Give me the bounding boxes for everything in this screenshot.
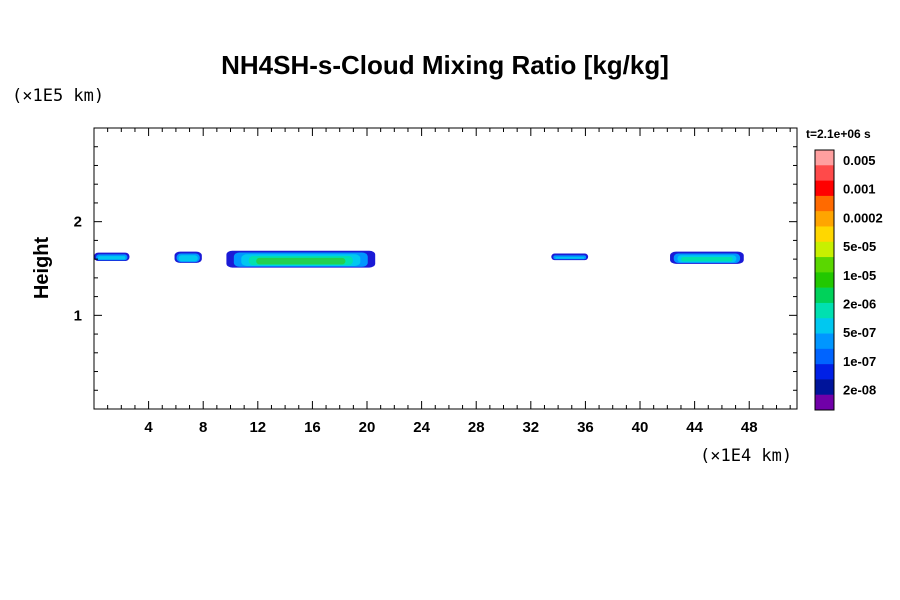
colorbar-segment [815, 318, 834, 334]
x-tick-labels: 4 8 12 16 20 24 28 32 36 40 44 48 [144, 419, 757, 436]
y-unit-label: (×1E5 km) [12, 86, 104, 106]
colorbar: 0.005 0.001 0.0002 5e-05 1e-05 2e-06 5e-07 1e-0… [814, 149, 883, 411]
colorbar-segment [815, 257, 834, 273]
cloud-layer [551, 253, 589, 261]
colorbar-segment [815, 333, 834, 350]
x-tick-label: 12 [249, 419, 266, 436]
axis-ticks [94, 128, 797, 409]
colorbar-label: 0.005 [843, 153, 876, 168]
cloud-contour [98, 256, 126, 260]
cloud-layer [174, 251, 202, 263]
colorbar-segment [815, 364, 834, 380]
cloud-layer [670, 251, 744, 264]
colorbar-label: 1e-05 [843, 268, 876, 283]
colorbar-segment [815, 379, 834, 396]
x-tick-label: 16 [304, 419, 321, 436]
colorbar-segment [815, 272, 834, 288]
x-tick-label: 48 [741, 419, 758, 436]
colorbar-time-label: t=2.1e+06 s [806, 127, 871, 141]
y-tick-label: 2 [74, 214, 82, 231]
colorbar-segment [815, 226, 834, 243]
x-tick-label: 32 [522, 419, 539, 436]
cloud-contour [555, 257, 585, 259]
x-unit-label: (×1E4 km) [700, 446, 792, 466]
colorbar-segment [815, 150, 834, 166]
colorbar-segment [815, 195, 834, 212]
colorbar-label: 1e-07 [843, 354, 876, 369]
x-tick-label: 36 [577, 419, 594, 436]
x-tick-label: 40 [632, 419, 649, 436]
colorbar-label: 2e-08 [843, 383, 876, 398]
x-tick-label: 28 [468, 419, 485, 436]
y-tick-labels: 12 [74, 214, 82, 325]
cloud-contour [178, 255, 198, 262]
colorbar-label: 5e-05 [843, 239, 876, 254]
x-tick-label: 24 [413, 419, 430, 436]
colorbar-segment [815, 348, 834, 365]
colorbar-segment [815, 394, 834, 411]
colorbar-label: 0.001 [843, 182, 876, 197]
cloud-contour [681, 257, 733, 262]
colorbar-segment [815, 165, 834, 181]
x-tick-label: 44 [686, 419, 703, 436]
colorbar-segment [815, 180, 834, 197]
cloud-layers [94, 250, 744, 268]
colorbar-segment [815, 302, 834, 319]
colorbar-segment [815, 211, 834, 227]
colorbar-frame [814, 149, 835, 411]
colorbar-segment [815, 287, 834, 304]
cloud-layer [226, 250, 376, 268]
colorbar-label: 2e-06 [843, 297, 876, 312]
x-tick-label: 20 [359, 419, 376, 436]
x-tick-label: 8 [199, 419, 207, 436]
x-tick-label: 4 [144, 419, 153, 436]
plot-frame [93, 127, 798, 410]
colorbar-label: 0.0002 [843, 210, 883, 225]
y-tick-label: 1 [74, 307, 82, 324]
chart-title: NH4SH-s-Cloud Mixing Ratio [kg/kg] [221, 50, 669, 80]
y-axis-label: Height [31, 237, 53, 300]
colorbar-label: 5e-07 [843, 325, 876, 340]
cloud-contour [256, 257, 346, 265]
cloud-layer [94, 252, 130, 262]
colorbar-segment [815, 241, 834, 258]
